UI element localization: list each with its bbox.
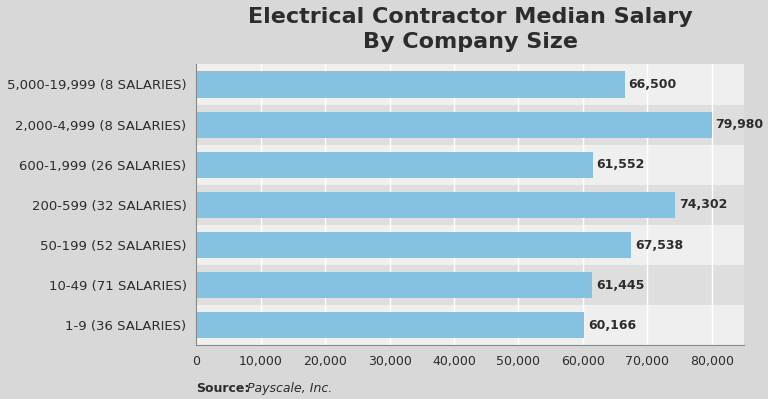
Text: 60,166: 60,166	[588, 319, 636, 332]
Text: 67,538: 67,538	[635, 239, 684, 251]
Bar	[197, 272, 592, 298]
Bar	[197, 192, 675, 218]
Bar	[197, 112, 711, 138]
Text: Source:: Source:	[197, 382, 250, 395]
Bar	[197, 305, 744, 346]
Bar	[197, 225, 744, 265]
Bar	[197, 145, 744, 185]
Bar	[197, 71, 624, 97]
Bar	[197, 312, 584, 338]
Bar	[197, 232, 631, 258]
Text: 79,980: 79,980	[716, 118, 763, 131]
Text: 61,552: 61,552	[597, 158, 645, 171]
Text: Payscale, Inc.: Payscale, Inc.	[239, 382, 332, 395]
Bar	[197, 265, 744, 305]
Bar	[197, 105, 744, 145]
Title: Electrical Contractor Median Salary
By Company Size: Electrical Contractor Median Salary By C…	[248, 7, 693, 52]
Bar	[197, 64, 744, 105]
Bar	[197, 152, 593, 178]
Text: 61,445: 61,445	[596, 279, 644, 292]
Text: 74,302: 74,302	[679, 198, 727, 211]
Text: 66,500: 66,500	[628, 78, 677, 91]
Bar	[197, 185, 744, 225]
